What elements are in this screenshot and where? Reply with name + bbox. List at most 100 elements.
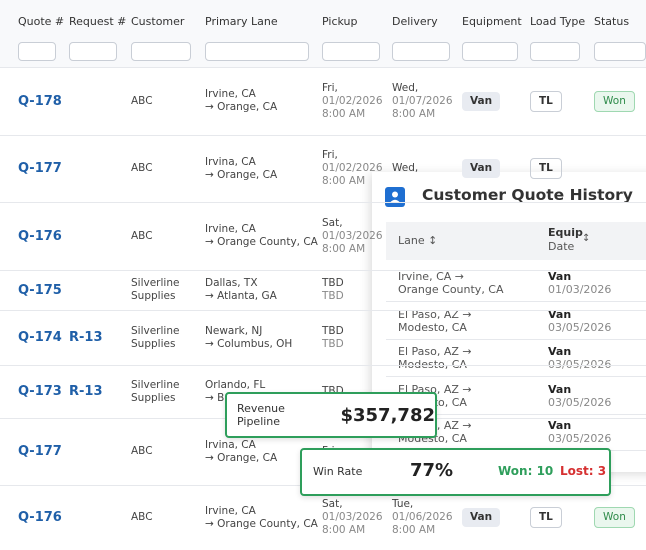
column-header: Request # (69, 15, 127, 28)
pickup-line: 01/03/2026 (322, 511, 383, 523)
filter-input[interactable] (392, 42, 450, 61)
lane-cell: Irvine, CA → Orange County, CA (205, 485, 318, 550)
sort-icon[interactable]: ↕ (582, 233, 591, 244)
quote-link[interactable]: Q-176 (18, 510, 62, 525)
quote-link[interactable]: Q-173 (18, 384, 62, 399)
delivery-line: 8:00 AM (392, 524, 436, 536)
history-equip: Van (548, 270, 572, 283)
delivery-cell: Wed, 01/07/2026 8:00 AM (392, 67, 453, 135)
quote-history-panel: Customer Quote History Lane ↕ Equip Date… (372, 172, 646, 472)
load_type-badge: TL (530, 90, 562, 112)
quote-link[interactable]: Q-178 (18, 93, 62, 109)
lane-line: Irvine, CA (205, 223, 256, 235)
filter-input[interactable] (131, 42, 191, 61)
request-link[interactable]: R-13 (69, 384, 103, 399)
lane-cell: Orlando, FL → B (205, 365, 265, 418)
lane-line: Irvina, CA (205, 438, 256, 451)
filter-input[interactable] (18, 42, 56, 61)
pickup-line: Fri, (322, 81, 338, 94)
pickup-cell: Sat, 01/03/2026 8:00 AM (322, 202, 383, 270)
pickup-cell: Fri, 01/02/2026 8:00 AM (322, 67, 383, 135)
lane-line: Dallas, TX (205, 277, 258, 289)
lane-cell: Irvine, CA → Orange County, CA (205, 202, 318, 270)
lane-header[interactable]: Lane ↕ (398, 234, 438, 247)
request-link[interactable]: R-13 (69, 330, 103, 345)
equip-date-header[interactable]: Equip Date (548, 226, 583, 254)
customer-line: ABC (131, 511, 153, 523)
lane-line: Orlando, FL (205, 378, 266, 391)
quote-link[interactable]: Q-176 (18, 228, 62, 244)
request-cell: R-13 (69, 365, 103, 418)
customer-line: ABC (131, 229, 153, 242)
customer-line: Supplies (131, 391, 176, 404)
column-header: Status (594, 15, 630, 28)
history-equip-date: Van 03/05/2026 (548, 378, 611, 414)
customer-line: Silverline (131, 277, 180, 289)
customer-cell: ABC (131, 67, 153, 135)
history-header (386, 222, 646, 260)
equipment-badge: Van (462, 159, 501, 178)
quote-link[interactable]: Q-177 (18, 161, 62, 176)
equipment-badge: Van (462, 508, 501, 527)
row-divider (0, 202, 646, 203)
load_type-badge: TL (530, 507, 562, 528)
lane-line: → Orange County, CA (205, 517, 318, 530)
pickup-line: 01/02/2026 (322, 94, 383, 107)
customer-line: ABC (131, 162, 153, 174)
pickup-line: Fri, (322, 149, 338, 161)
lane-line: → Columbus, OH (205, 337, 293, 350)
customer-line: Silverline (131, 324, 180, 337)
status-badge: Won (594, 90, 635, 112)
lost-count: Lost: 3 (560, 464, 607, 478)
history-date: 03/05/2026 (548, 358, 612, 371)
lane-line: Newark, NJ (205, 324, 263, 337)
history-equip-date: Van 03/05/2026 (548, 340, 611, 376)
quote-cell: Q-173 (18, 365, 62, 418)
delivery-line: 01/07/2026 (392, 94, 453, 107)
lane-line: → Orange, CA (205, 451, 278, 464)
quote-link[interactable]: Q-175 (18, 282, 62, 298)
history-lane: El Paso, AZ →Modesto, CA (398, 303, 472, 339)
history-equip: Van (548, 383, 572, 396)
history-equip-date: Van 01/03/2026 (548, 265, 611, 301)
quote-cell: Q-178 (18, 67, 62, 135)
load_type-cell: TL (530, 135, 562, 202)
delivery-line: 8:00 AM (392, 107, 436, 120)
pickup-line: 01/03/2026 (322, 229, 383, 242)
row-divider (0, 135, 646, 136)
lane-line: Irvine, CA (205, 504, 256, 517)
filter-input[interactable] (462, 42, 518, 61)
row-divider (0, 310, 646, 311)
column-header: Customer (131, 15, 185, 28)
history-equip: Van (548, 308, 572, 321)
quote-link[interactable]: Q-177 (18, 444, 62, 459)
pickup-line: TBD (322, 277, 344, 289)
revenue-label: Revenue Pipeline (237, 402, 285, 428)
customer-cell: ABC (131, 485, 153, 550)
load_type-cell: TL (530, 67, 562, 135)
quote-cell: Q-177 (18, 418, 62, 485)
filter-input[interactable] (205, 42, 309, 61)
customer-line: ABC (131, 445, 153, 457)
filter-input[interactable] (530, 42, 580, 61)
lane-header-text: Lane (398, 234, 425, 247)
lane-line: → B (205, 391, 225, 404)
status-wrap: Won (594, 90, 635, 112)
load_type-wrap: TL (530, 507, 562, 528)
filter-input[interactable] (69, 42, 117, 61)
row-divider (0, 67, 646, 68)
customer-line: ABC (131, 94, 153, 107)
filter-input[interactable] (322, 42, 380, 61)
history-equip: Van (548, 345, 572, 358)
column-header: Pickup (322, 15, 358, 28)
filter-input[interactable] (594, 42, 646, 61)
request-cell: R-13 (69, 310, 103, 365)
customer-cell: ABC (131, 202, 153, 270)
history-divider (386, 414, 646, 415)
equipment-cell: Van (462, 135, 501, 202)
quote-link[interactable]: Q-174 (18, 330, 62, 345)
lane-line: → Atlanta, GA (205, 290, 277, 302)
history-lane-line: Irvine, CA → (398, 270, 464, 283)
delivery-line: Tue, (392, 498, 414, 510)
